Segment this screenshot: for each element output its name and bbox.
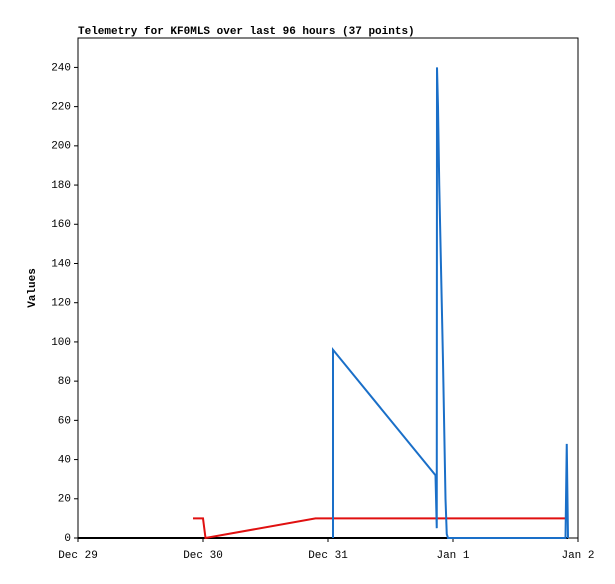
- y-tick-label: 220: [51, 102, 71, 114]
- y-tick-label: 140: [51, 258, 71, 270]
- plot-frame: [77, 37, 579, 539]
- x-tick-label: Jan 1: [436, 550, 469, 562]
- y-tick-label: 80: [58, 376, 71, 388]
- y-tick-label: 240: [51, 62, 71, 74]
- y-tick-label: 40: [58, 454, 71, 466]
- series-line: [332, 67, 569, 539]
- y-tick-label: 120: [51, 298, 71, 310]
- y-tick-label: 20: [58, 494, 71, 506]
- x-tick-label: Dec 29: [58, 550, 98, 562]
- series-line: [193, 517, 566, 540]
- y-axis-label: Values: [27, 268, 39, 308]
- y-tick-label: 100: [51, 337, 71, 349]
- x-tick-label: Jan 2: [561, 550, 594, 562]
- y-tick-label: 180: [51, 180, 71, 192]
- x-tick-label: Dec 30: [183, 550, 223, 562]
- y-tick-label: 200: [51, 141, 71, 153]
- y-tick-label: 60: [58, 415, 71, 427]
- x-tick-label: Dec 31: [308, 550, 348, 562]
- y-tick-label: 160: [51, 219, 71, 231]
- chart-title: Telemetry for KF0MLS over last 96 hours …: [78, 26, 415, 38]
- y-tick-label: 0: [64, 533, 71, 545]
